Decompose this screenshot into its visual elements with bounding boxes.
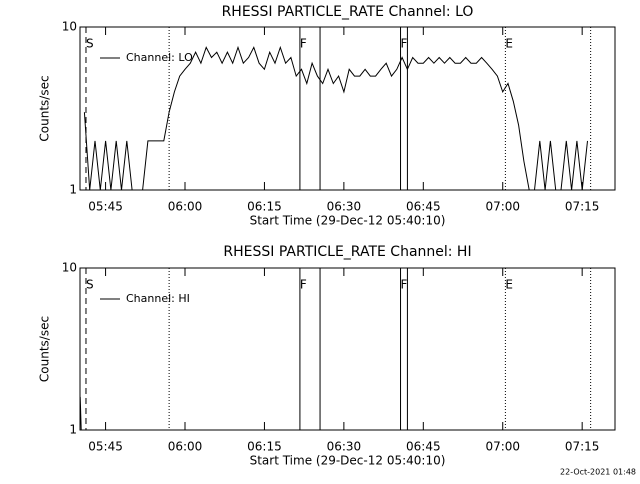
- y-tick-label: 1: [69, 423, 77, 437]
- x-tick-label: 06:45: [406, 440, 441, 454]
- x-tick-label: 06:45: [406, 200, 441, 214]
- x-tick-label: 07:00: [485, 200, 520, 214]
- x-tick-label: 05:45: [88, 440, 123, 454]
- data-line: [83, 45, 588, 191]
- y-tick-label: 10: [62, 20, 77, 34]
- event-label: S: [86, 278, 94, 292]
- y-tick-label: 1: [69, 183, 77, 197]
- event-label: F: [401, 37, 408, 51]
- legend-label: Channel: LO: [126, 51, 193, 64]
- chart-title: RHESSI PARTICLE_RATE Channel: HI: [223, 244, 471, 260]
- x-axis-title: Start Time (29-Dec-12 05:40:10): [250, 214, 446, 228]
- event-label: E: [505, 278, 513, 292]
- chart-title: RHESSI PARTICLE_RATE Channel: LO: [222, 4, 474, 20]
- legend-label: Channel: HI: [126, 292, 190, 305]
- event-label: S: [86, 37, 94, 51]
- plot-frame: [79, 26, 616, 191]
- x-tick-label: 06:00: [168, 200, 203, 214]
- y-tick-label: 10: [62, 261, 77, 275]
- x-tick-label: 06:30: [327, 440, 362, 454]
- x-tick-label: 07:00: [485, 440, 520, 454]
- x-tick-label: 05:45: [88, 200, 123, 214]
- event-label: F: [300, 278, 307, 292]
- x-tick-label: 06:00: [168, 440, 203, 454]
- y-axis-title: Counts/sec: [38, 75, 52, 141]
- x-tick-label: 06:15: [247, 200, 282, 214]
- plot-frame: [79, 267, 616, 431]
- x-axis-title: Start Time (29-Dec-12 05:40:10): [250, 454, 446, 468]
- timestamp: 22-Oct-2021 01:48: [560, 468, 636, 477]
- x-tick-label: 07:15: [565, 200, 600, 214]
- event-label: F: [401, 278, 408, 292]
- x-tick-label: 07:15: [565, 440, 600, 454]
- event-label: E: [505, 37, 513, 51]
- x-tick-label: 06:15: [247, 440, 282, 454]
- data-line: [79, 396, 82, 431]
- x-tick-label: 06:30: [327, 200, 362, 214]
- y-axis-title: Counts/sec: [38, 316, 52, 382]
- event-label: F: [300, 37, 307, 51]
